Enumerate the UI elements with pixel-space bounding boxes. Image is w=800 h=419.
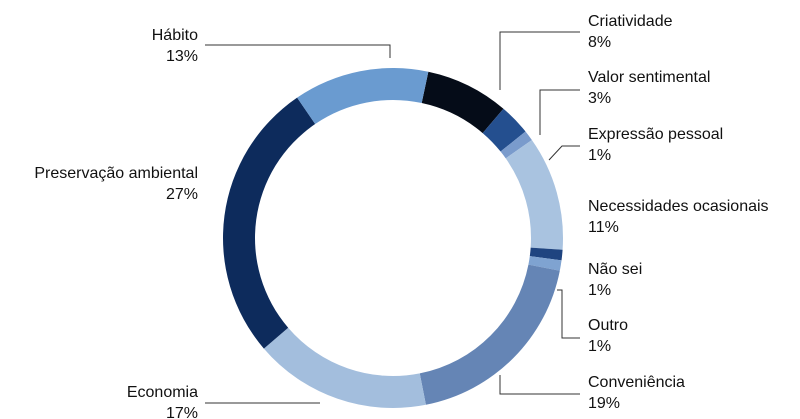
slice-label: Expressão pessoal — [588, 126, 723, 143]
slice-label: Necessidades ocasionais — [588, 198, 769, 215]
slice-value-label: 8% — [588, 34, 611, 51]
donut-segment — [529, 247, 563, 261]
slice-value-label: 11% — [588, 219, 619, 236]
donut-segment — [500, 131, 532, 159]
leader-line — [548, 145, 580, 161]
slice-label: Hábito — [152, 27, 198, 44]
donut-segment — [222, 97, 316, 349]
slice-value-label: 13% — [166, 48, 198, 65]
donut-segment — [297, 68, 429, 125]
slice-value-label: 1% — [588, 147, 611, 164]
slice-value-label: 17% — [166, 405, 198, 419]
slice-label: Valor sentimental — [588, 69, 710, 86]
donut-segment — [528, 256, 562, 271]
donut-segment — [505, 139, 563, 250]
leader-line — [557, 289, 580, 339]
slice-value-label: 1% — [588, 338, 611, 355]
slice-value-label: 19% — [588, 395, 620, 412]
slice-value-label: 27% — [166, 186, 198, 203]
slice-label: Outro — [588, 317, 628, 334]
donut-segment — [419, 264, 560, 405]
slice-label: Criatividade — [588, 13, 673, 30]
slice-label: Preservação ambiental — [34, 165, 198, 182]
donut-segment — [482, 108, 526, 152]
slice-label: Conveniência — [588, 374, 685, 391]
slice-value-label: 1% — [588, 282, 611, 299]
donut-segment — [421, 71, 504, 134]
slice-label: Não sei — [588, 261, 642, 278]
leader-line — [205, 44, 391, 58]
leader-line — [539, 89, 580, 135]
leader-line — [499, 31, 580, 90]
donut-segment — [263, 327, 426, 409]
leader-line — [499, 375, 580, 395]
slice-label: Economia — [127, 384, 198, 401]
slice-value-label: 3% — [588, 90, 611, 107]
